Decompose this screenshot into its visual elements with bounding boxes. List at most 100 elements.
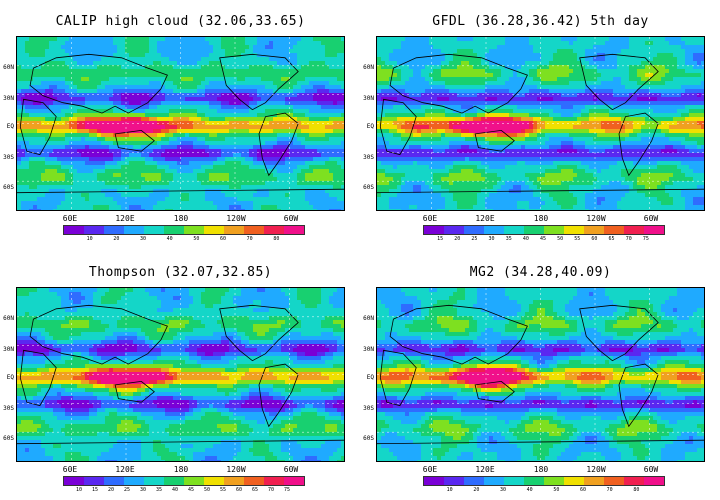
colorbar-tick-label: 35 <box>155 487 163 493</box>
colorbar-swatch <box>484 477 504 485</box>
lon-label: 180 <box>173 214 189 223</box>
lat-label: 60N <box>363 64 374 71</box>
colorbar-tick-label: 80 <box>633 487 640 493</box>
lat-label: EQ <box>6 123 14 130</box>
colorbar <box>63 476 305 486</box>
colorbar-tick-label: 55 <box>219 487 226 493</box>
colorbar-tick-label: 70 <box>246 236 253 242</box>
colorbar-swatch <box>564 477 584 485</box>
colorbar-swatch <box>424 226 444 234</box>
panel-title: GFDL (36.28,36.42) 5th day <box>432 14 649 29</box>
colorbar-tick-label: 40 <box>171 487 179 493</box>
colorbar-swatch <box>84 226 104 234</box>
colorbar <box>423 476 665 486</box>
lon-label: 180 <box>533 214 549 223</box>
colorbar-tick-label: 50 <box>557 236 564 242</box>
colorbar-swatch <box>584 477 604 485</box>
colorbar-swatch <box>124 226 144 234</box>
colorbar-swatch <box>164 226 184 234</box>
colorbar-swatch <box>524 477 544 485</box>
colorbar-tick-label: 10 <box>86 236 93 242</box>
lat-label: 60S <box>3 184 14 191</box>
lon-label: 60E <box>422 214 438 223</box>
lon-label: 60E <box>62 465 78 474</box>
lon-label: 120E <box>115 214 135 223</box>
colorbar-tick-label: 50 <box>553 487 560 493</box>
colorbar-swatch <box>224 226 244 234</box>
colorbar-swatch <box>144 477 164 485</box>
colorbar-swatch <box>164 477 184 485</box>
colorbar-tick-label: 20 <box>473 487 480 493</box>
map-mg2 <box>376 287 705 462</box>
lon-label: 60W <box>283 214 299 223</box>
colorbar-swatch <box>144 226 164 234</box>
panel-calip: CALIP high cloud (32.06,33.65) 60N 30N E… <box>3 2 353 247</box>
colorbar-labels: 10 20 30 40 50 60 70 80 <box>63 236 303 244</box>
lat-label: 30N <box>363 346 374 353</box>
map-thompson <box>16 287 345 462</box>
lon-label: 60W <box>643 214 659 223</box>
lon-label: 60W <box>283 465 299 474</box>
colorbar-swatch <box>184 477 204 485</box>
colorbar-tick-label: 40 <box>522 236 529 242</box>
colorbar-tick-label: 20 <box>113 236 120 242</box>
colorbar-swatch <box>244 226 264 234</box>
colorbar-swatch <box>104 477 124 485</box>
panel-mg2: MG2 (34.28,40.09) 60N 30N EQ 30S 60S 60E… <box>363 253 713 498</box>
panel-title: MG2 (34.28,40.09) <box>469 265 612 280</box>
colorbar-swatch <box>284 477 304 485</box>
colorbar-swatch <box>504 477 524 485</box>
colorbar-tick-label: 30 <box>139 236 146 242</box>
colorbar-tick-label: 10 <box>75 487 83 493</box>
lat-label: 60N <box>363 315 374 322</box>
colorbar-swatch <box>444 477 464 485</box>
panel-thompson: Thompson (32.07,32.85) 60N 30N EQ 30S 60… <box>3 253 353 498</box>
colorbar-swatch <box>544 226 564 234</box>
colorbar-tick-label: 70 <box>267 487 275 493</box>
colorbar-swatch <box>204 226 224 234</box>
colorbar-labels: 10 20 30 40 50 60 70 80 <box>423 487 663 495</box>
lon-label: 60W <box>643 465 659 474</box>
colorbar-swatch <box>484 226 504 234</box>
colorbar-swatch <box>84 477 104 485</box>
lon-label: 60E <box>62 214 78 223</box>
colorbar-swatch <box>464 477 484 485</box>
colorbar-tick-label: 60 <box>219 236 226 242</box>
colorbar-tick-label: 60 <box>235 487 243 493</box>
colorbar-tick-label: 40 <box>166 236 173 242</box>
lon-label: 60E <box>422 465 438 474</box>
colorbar-tick-label: 20 <box>454 236 461 242</box>
colorbar-tick-label: 55 <box>574 236 581 242</box>
colorbar-swatch <box>244 477 264 485</box>
colorbar-swatch <box>604 226 624 234</box>
lat-label: 60N <box>3 64 14 71</box>
colorbar-swatch <box>584 226 604 234</box>
lat-label: 30S <box>3 154 14 161</box>
colorbar-swatch <box>564 226 584 234</box>
colorbar-tick-label: 70 <box>625 236 632 242</box>
colorbar-tick-label: 45 <box>539 236 547 242</box>
colorbar <box>63 225 305 235</box>
colorbar-tick-label: 25 <box>471 236 478 242</box>
colorbar-swatch <box>64 477 84 485</box>
colorbar-swatch <box>284 226 304 234</box>
colorbar-tick-label: 80 <box>273 236 280 242</box>
colorbar-swatch <box>524 226 544 234</box>
colorbar-swatch <box>424 477 444 485</box>
colorbar-labels: 10 15 20 25 30 35 40 45 50 55 60 65 70 75 <box>63 487 303 495</box>
colorbar-tick-label: 65 <box>608 236 615 242</box>
colorbar-tick-label: 30 <box>139 487 146 493</box>
colorbar-tick-label: 30 <box>488 236 495 242</box>
lat-label: EQ <box>366 374 374 381</box>
colorbar-tick-label: 40 <box>526 487 533 493</box>
lon-label: 120W <box>586 465 606 474</box>
panel-gfdl: GFDL (36.28,36.42) 5th day 60N 30N EQ 30… <box>363 2 713 247</box>
colorbar-tick-label: 20 <box>107 487 115 493</box>
colorbar-swatch <box>204 477 224 485</box>
colorbar-swatch <box>624 226 644 234</box>
colorbar-swatch <box>64 226 84 234</box>
colorbar-swatch <box>464 226 484 234</box>
colorbar-tick-label: 15 <box>91 487 99 493</box>
panel-title: Thompson (32.07,32.85) <box>88 265 273 280</box>
lon-label: 120W <box>226 465 246 474</box>
